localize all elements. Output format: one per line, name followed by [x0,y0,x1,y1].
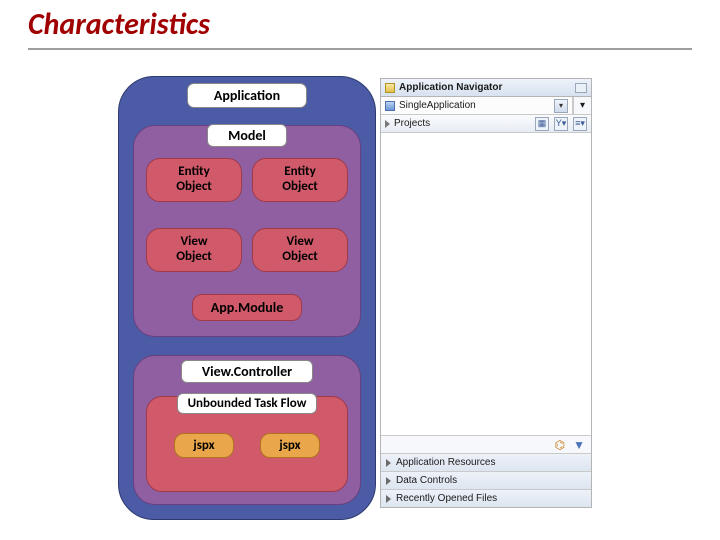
view-object-1: ViewObject [146,228,242,272]
view-object-2: ViewObject [252,228,348,272]
panel-minimize-button[interactable] [575,83,587,93]
toolbar-menu-button[interactable]: ≡▾ [573,117,587,131]
model-label-text: Model [207,124,287,147]
accordion-app-resources[interactable]: Application Resources [381,453,591,471]
app-module: App.Module [146,294,348,321]
ide-panel: Application Navigator SingleApplication … [380,78,592,508]
taskflow-label: Unbounded Task Flow [147,393,347,414]
ide-title-text: Application Navigator [399,82,502,93]
application-combo-value: SingleApplication [399,100,476,111]
jspx-page-1: jspx [174,433,233,458]
jspx-page-2: jspx [260,433,319,458]
application-cube-icon [385,101,395,111]
chevron-right-icon [386,459,391,467]
entity-object-2: EntityObject [252,158,348,202]
viewcontroller-label: View.Controller [134,360,360,383]
viewcontroller-label-text: View.Controller [181,360,313,383]
ide-titlebar: Application Navigator [381,79,591,97]
chevron-right-icon [386,495,391,503]
view-row: ViewObject ViewObject [146,228,348,272]
entity-object-1: EntityObject [146,158,242,202]
accordion-data-controls[interactable]: Data Controls [381,471,591,489]
model-container: Model EntityObject EntityObject ViewObje… [133,125,361,337]
projects-tree [381,133,591,433]
toolbar-filter-button[interactable]: Y▾ [554,117,568,131]
accordion-label: Recently Opened Files [396,493,497,504]
accordion-recent-files[interactable]: Recently Opened Files [381,489,591,507]
title-divider [28,48,692,50]
application-combo[interactable]: SingleApplication ▾ [381,97,573,114]
chevron-right-icon [386,477,391,485]
model-label: Model [134,124,360,147]
ide-app-row: SingleApplication ▾ ▾ [381,97,591,115]
app-navigator-icon [385,83,395,93]
accordion-label: Application Resources [396,457,496,468]
ide-accordion: ⌬ ▼ Application Resources Data Controls … [381,435,591,507]
app-module-text: App.Module [192,294,303,321]
ide-iconbar: ⌬ ▼ [381,435,591,453]
funnel-icon[interactable]: ▼ [573,438,585,452]
slide-title: Characteristics [28,6,210,43]
toolbar-grid-button[interactable]: ▦ [535,117,549,131]
projects-label: Projects [394,118,430,129]
accordion-label: Data Controls [396,475,457,486]
entity-row: EntityObject EntityObject [146,158,348,202]
application-label-text: Application [187,83,307,108]
application-combo-arrow[interactable]: ▾ [554,99,568,113]
jspx-row: jspx jspx [161,433,333,458]
application-label: Application [119,83,375,108]
projects-expand-icon[interactable] [385,120,390,128]
taskflow-label-text: Unbounded Task Flow [177,393,318,414]
app-menu-button[interactable]: ▾ [573,97,591,114]
database-icon[interactable]: ⌬ [555,438,565,452]
projects-bar: Projects ▦ Y▾ ≡▾ [381,115,591,133]
taskflow-container: Unbounded Task Flow jspx jspx [146,396,348,492]
viewcontroller-container: View.Controller Unbounded Task Flow jspx… [133,355,361,505]
application-container: Application Model EntityObject EntityObj… [118,76,376,520]
